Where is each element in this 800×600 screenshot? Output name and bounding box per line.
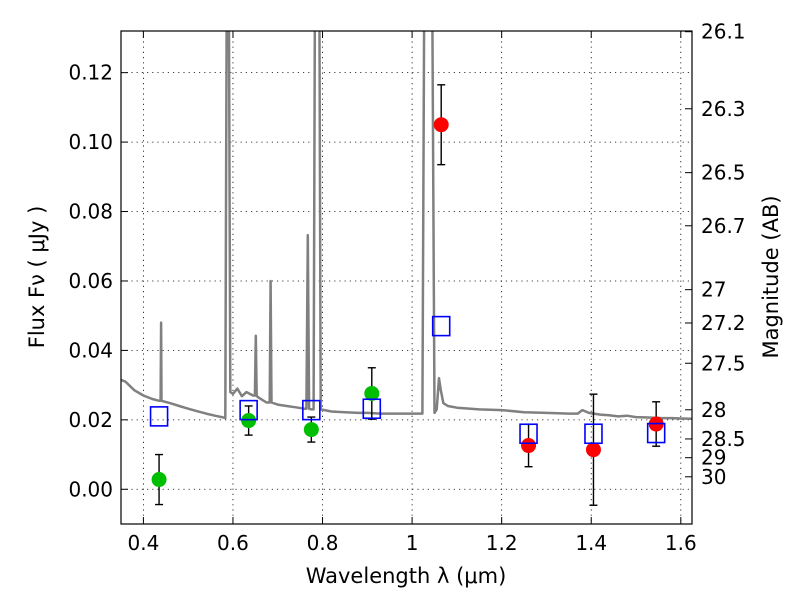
- y2-axis-label: Magnitude (AB): [759, 195, 783, 358]
- y2-tick-label: 28: [701, 398, 726, 422]
- circle-marker: [303, 422, 319, 438]
- x-tick-label: 1: [406, 531, 419, 555]
- grid: [121, 31, 692, 524]
- y2-tick-label: 27: [701, 278, 726, 302]
- x-tick-label: 1.2: [486, 531, 518, 555]
- x-tick-label: 0.4: [127, 531, 159, 555]
- circle-marker: [151, 472, 167, 488]
- y2-tick-label: 27.2: [701, 311, 746, 335]
- x-axis-label: Wavelength λ (μm): [306, 564, 507, 588]
- y-tick-label: 0.10: [68, 130, 113, 154]
- circle-marker: [364, 385, 380, 401]
- y2-tick-label: 26.5: [701, 161, 746, 185]
- y2-tick-label: 26.1: [701, 20, 746, 44]
- y-tick-label: 0.04: [68, 338, 113, 362]
- y-tick-label: 0.08: [68, 200, 113, 224]
- circle-marker: [241, 413, 257, 429]
- square-marker: [584, 423, 603, 445]
- y2-tick-label: 26.3: [701, 97, 746, 121]
- spectrum-line: [121, 31, 692, 421]
- x-tick-label: 0.8: [307, 531, 339, 555]
- plot-frame: [120, 30, 693, 525]
- circle-marker: [585, 442, 601, 458]
- y2-tick-label: 26.7: [701, 214, 746, 238]
- y2-tick-label: 28.5: [701, 427, 746, 451]
- square-marker: [431, 315, 451, 337]
- y2-tick-label: 29: [701, 446, 726, 470]
- square-marker: [302, 399, 321, 421]
- x-tick-label: 1.6: [665, 531, 697, 555]
- model-spectrum: [121, 31, 692, 421]
- plot-background: [121, 31, 692, 524]
- x-tick-label: 0.6: [217, 531, 249, 555]
- data-markers: [149, 117, 666, 488]
- y2-tick-label: 30: [701, 465, 726, 489]
- x-tick-label: 1.4: [575, 531, 607, 555]
- axis-ticks: 0.4 0.6 0.8 1 1.2 1.4 1.6 0.00 0.02 0.04 0.06 0.08 0…: [68, 20, 745, 555]
- circle-marker: [433, 117, 449, 133]
- y2-tick-label: 27.5: [701, 351, 746, 375]
- square-marker: [362, 398, 382, 420]
- square-marker: [519, 423, 538, 445]
- y-tick-label: 0.02: [68, 408, 113, 432]
- square-marker: [239, 399, 258, 421]
- square-marker: [149, 406, 169, 427]
- y-axis-label: Flux Fν ( μJy ): [25, 206, 49, 349]
- y-tick-label: 0.12: [68, 61, 113, 85]
- y-tick-label: 0.00: [68, 477, 113, 501]
- circle-marker: [521, 438, 537, 454]
- y-tick-label: 0.06: [68, 269, 113, 293]
- square-marker: [646, 422, 666, 444]
